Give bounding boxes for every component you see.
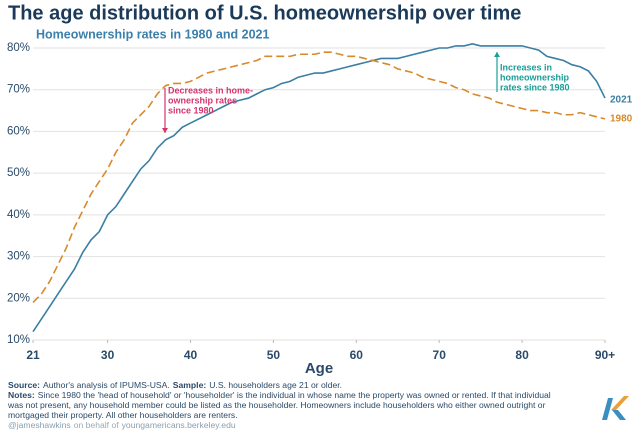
y-tick-label: 20%: [7, 292, 30, 304]
y-tick-label: 60%: [7, 125, 30, 137]
logo: [602, 396, 629, 420]
annotation: rates since 1980: [500, 82, 570, 92]
footer-text: was not present, any household member co…: [7, 400, 546, 410]
x-axis-label: Age: [305, 360, 333, 377]
footer-span: Notes:: [8, 390, 35, 400]
y-tick-label: 70%: [7, 84, 30, 96]
x-tick-label: 70: [433, 348, 447, 362]
x-tick-label: 21: [26, 348, 40, 362]
arrow-head: [162, 128, 168, 133]
annotation: Increases in: [500, 62, 552, 72]
x-tick-label: 80: [515, 348, 529, 362]
annotation: since 1980: [168, 105, 214, 115]
footer-span: Sample:: [173, 380, 207, 390]
footer-text: Source: Author's analysis of IPUMS-USA. Sa…: [8, 380, 342, 390]
footer-span: youngamericans.berkeley.edu: [122, 420, 236, 430]
y-tick-label: 10%: [7, 334, 30, 346]
x-tick-label: 30: [101, 348, 115, 362]
annotation: homeownership: [500, 72, 570, 82]
footer-span: Since 1980 the 'head of household' or 'h…: [38, 390, 551, 400]
footer-text: Notes: Since 1980 the 'head of household'…: [8, 390, 551, 400]
footer-text: mortgaged their property. All other hous…: [8, 410, 238, 420]
logo-part: [611, 396, 629, 410]
annotation: Decreases in home-: [168, 85, 253, 95]
footer-span: was not present, any household member co…: [7, 400, 546, 410]
footer-span: Author's analysis of IPUMS-USA.: [43, 380, 170, 390]
x-tick-label: 40: [184, 348, 198, 362]
logo-part: [602, 398, 613, 420]
series-label: 2021: [610, 95, 633, 106]
footer-span: Source:: [8, 380, 40, 390]
y-tick-label: 40%: [7, 209, 30, 221]
footer-span: mortgaged their property. All other hous…: [8, 410, 238, 420]
x-tick-label: 50: [267, 348, 281, 362]
y-tick-label: 30%: [7, 251, 30, 263]
chart-title: The age distribution of U.S. homeownersh…: [8, 2, 521, 24]
y-tick-label: 80%: [7, 42, 30, 54]
annotation: ownership rates: [168, 95, 237, 105]
line-series: [32, 51, 606, 304]
logo-part: [612, 410, 626, 420]
x-tick-label: 90+: [595, 348, 615, 362]
x-tick-label: 60: [350, 348, 364, 362]
footer-text: @jameshawkins on behalf of youngamericans.…: [8, 420, 236, 430]
footer-span: U.S. householders age 21 or older.: [209, 380, 342, 390]
series-label: 1980: [610, 114, 633, 125]
arrow-head: [494, 52, 500, 57]
y-tick-label: 50%: [7, 167, 30, 179]
chart-subtitle: Homeownership rates in 1980 and 2021: [36, 27, 269, 41]
footer-span: on behalf of: [74, 420, 120, 430]
line-series: [32, 43, 606, 333]
footer-span: @jameshawkins: [8, 420, 71, 430]
